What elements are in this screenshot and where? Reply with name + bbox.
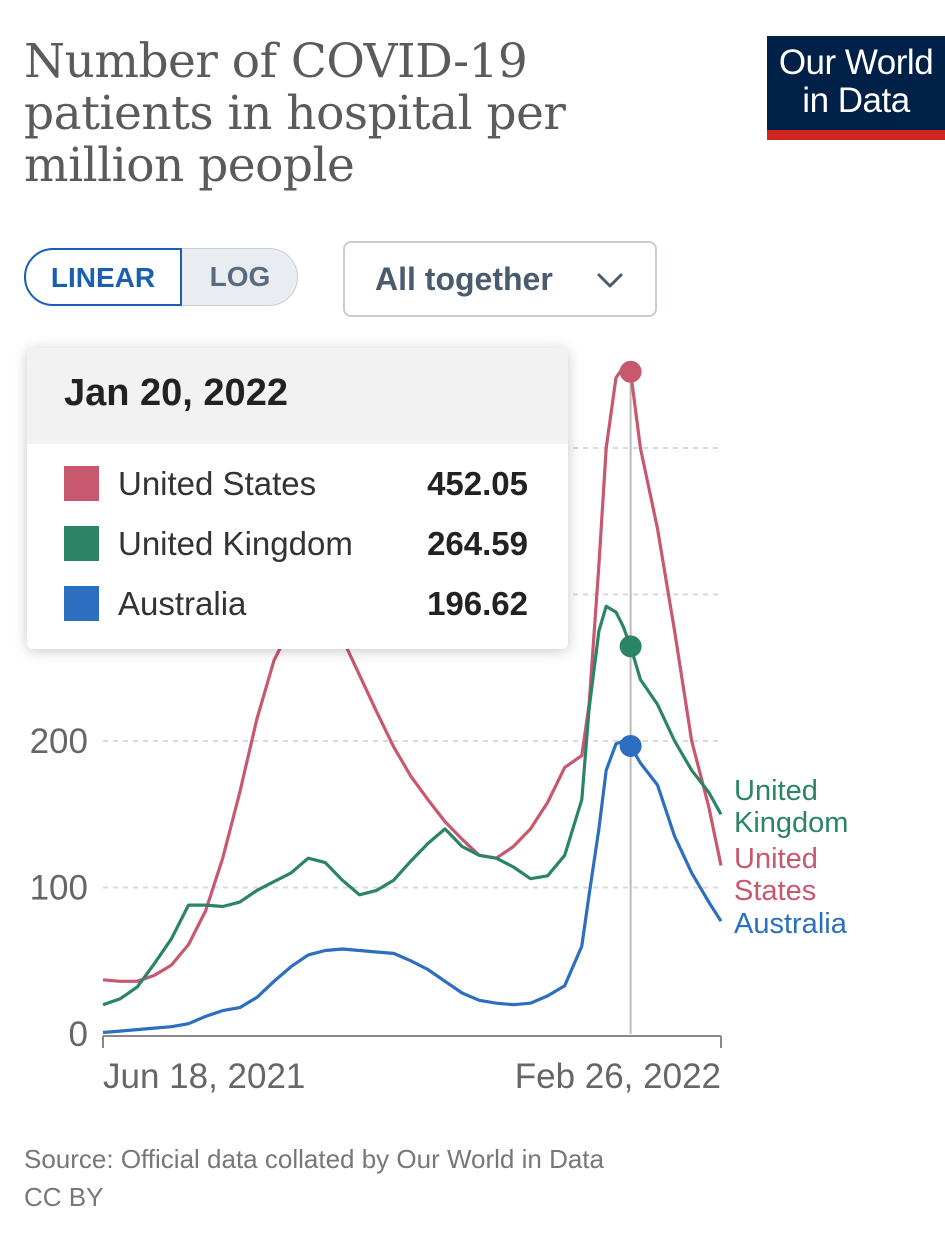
linear-scale-button[interactable]: LINEAR [24, 248, 182, 306]
tooltip-series-value: 264.59 [427, 525, 528, 562]
y-tick-label: 0 [69, 1015, 88, 1054]
y-axis-labels: 0 100 200 [30, 722, 88, 1054]
log-scale-button[interactable]: LOG [209, 261, 271, 292]
chart-title: Number of COVID-19 patients in hospital … [24, 36, 724, 192]
logo-line: in Data [802, 81, 910, 120]
series-end-label: Australia [734, 908, 848, 940]
chevron-down-icon [597, 273, 623, 288]
logo-bar [767, 130, 945, 140]
tooltip: Jan 20, 2022 United States 452.05 United… [27, 348, 568, 649]
x-tick-label: Feb 26, 2022 [515, 1057, 721, 1096]
facet-dropdown[interactable]: All together [343, 241, 657, 317]
tooltip-series-value: 196.62 [427, 585, 528, 622]
y-tick-label: 200 [30, 722, 88, 761]
source-note: Source: Official data collated by Our Wo… [24, 1140, 604, 1216]
dropdown-label: All together [375, 261, 553, 297]
license-link[interactable]: CC BY [24, 1182, 104, 1212]
hover-marker [619, 360, 642, 383]
series-end-label: Kingdom [734, 807, 848, 839]
tooltip-series-name: United Kingdom [118, 525, 353, 562]
series-end-label: United [734, 843, 818, 875]
owid-logo[interactable]: Our World in Data [767, 36, 945, 140]
x-tick-label: Jun 18, 2021 [103, 1057, 305, 1096]
tooltip-row-us: United States 452.05 [27, 462, 568, 506]
hover-markers [619, 360, 642, 757]
tooltip-row-au: Australia 196.62 [27, 582, 568, 626]
title-line: Number of COVID-19 [24, 34, 528, 89]
x-axis [102, 1035, 722, 1048]
legend-swatch [64, 526, 99, 561]
tooltip-row-uk: United Kingdom 264.59 [27, 522, 568, 566]
y-tick-label: 100 [30, 869, 88, 908]
tooltip-series-name: Australia [118, 585, 247, 622]
tooltip-series-value: 452.05 [427, 465, 528, 502]
title-line: million people [24, 138, 355, 193]
hover-marker [619, 635, 642, 658]
legend-swatch [64, 586, 99, 621]
tooltip-series-name: United States [118, 465, 317, 502]
logo-line: Our World [778, 43, 934, 82]
hover-marker [619, 734, 642, 757]
legend-swatch [64, 466, 99, 501]
x-axis-labels: Jun 18, 2021 Feb 26, 2022 [103, 1057, 721, 1096]
tooltip-date: Jan 20, 2022 [64, 372, 288, 414]
source-text: Source: Official data collated by Our Wo… [24, 1144, 604, 1174]
series-line-united-kingdom [102, 604, 723, 1007]
series-end-label: States [734, 875, 816, 907]
scale-toggle: LINEAR LOG [24, 248, 298, 306]
title-line: patients in hospital per [24, 86, 566, 141]
tooltip-header [27, 348, 568, 444]
series-end-label: United [734, 775, 818, 807]
